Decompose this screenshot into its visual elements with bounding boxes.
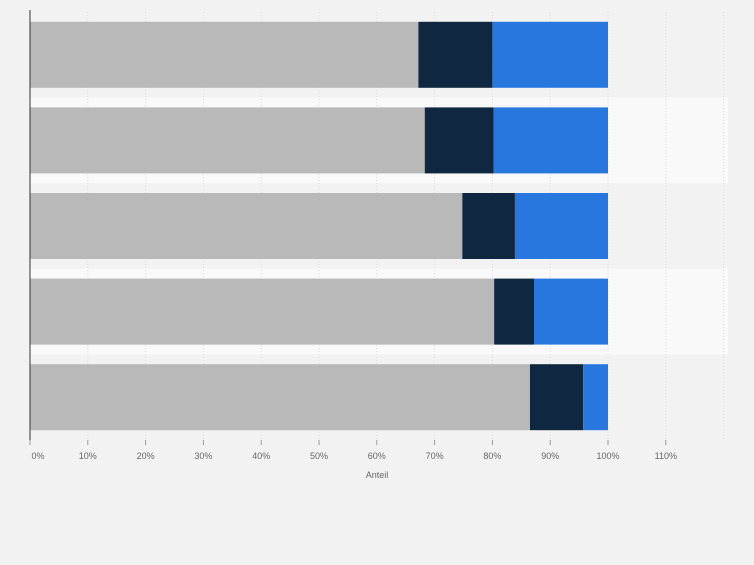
x-tick-label: 110% [655,451,677,461]
x-tick-label: 40% [252,451,270,461]
x-axis: 0% 10% 20% 30% 40% 50% 60% 70% 80% 90% 100% 110% [29,10,677,461]
x-tick-label: 100% [596,451,619,461]
x-tick-label: 10% [79,451,97,461]
x-tick-label: 90% [541,451,559,461]
bar-segment-3 [514,193,608,259]
bar-segment-2 [494,278,535,345]
x-tick-label: 30% [194,451,212,461]
x-tick-label: 20% [137,451,155,461]
x-tick-label: 80% [483,451,501,461]
bar-segment-1 [30,193,463,259]
x-tick-label: 50% [310,451,328,461]
bar-segment-3 [493,107,608,174]
bar-segment-1 [30,278,495,345]
bar-segment-2 [424,107,494,174]
bar-segment-2 [418,21,493,88]
bar-segment-1 [30,364,530,431]
bar-segment-2 [529,364,584,431]
bar-segment-2 [462,193,515,259]
bar-segment-1 [30,107,425,174]
x-axis-title: Anteil [366,470,389,480]
bars [30,21,608,431]
bar-segment-1 [30,21,419,88]
x-tick-label: 0% [31,451,44,461]
bar-segment-3 [492,21,608,88]
bar-segment-3 [583,364,608,431]
x-tick-label: 70% [426,451,444,461]
x-tick-label: 60% [368,451,386,461]
bar-segment-3 [534,278,608,345]
